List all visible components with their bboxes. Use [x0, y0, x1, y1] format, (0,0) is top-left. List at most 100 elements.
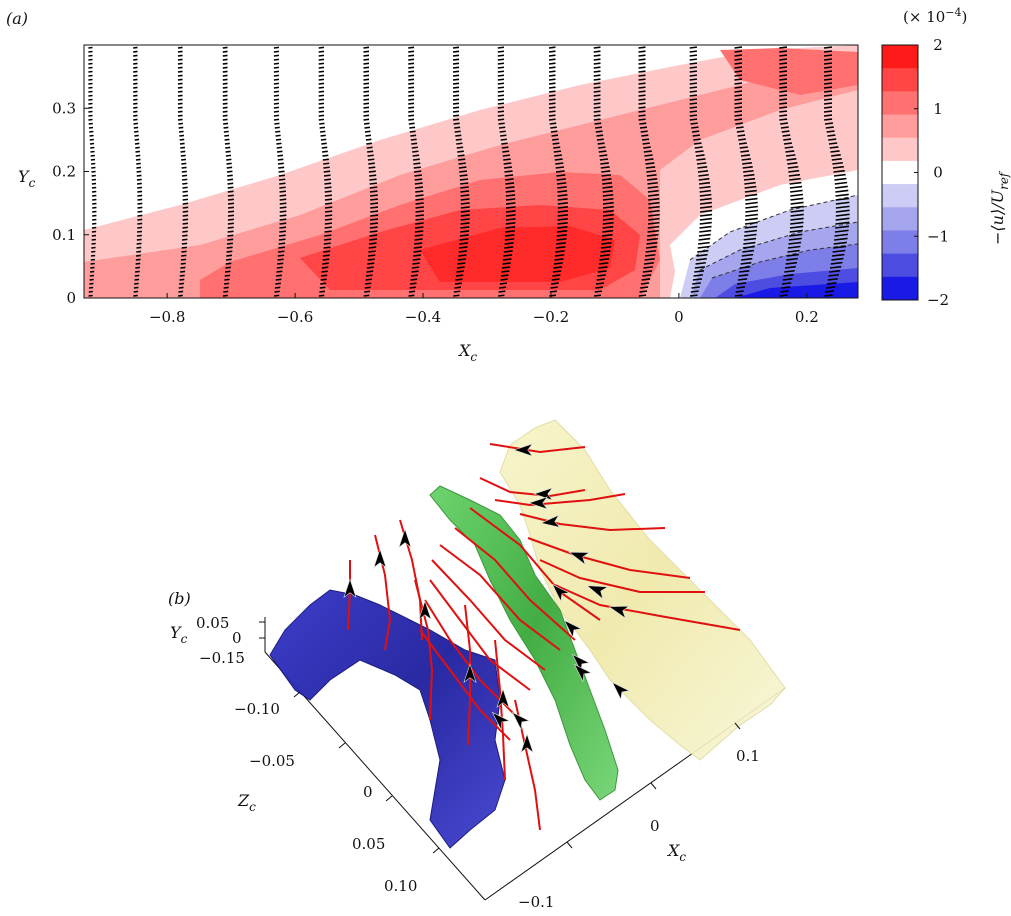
streamline-arrow [418, 600, 432, 621]
streamline-arrow [608, 605, 630, 619]
streamline [439, 544, 561, 651]
isosurface-negative [269, 589, 506, 849]
isosurface-positive [499, 419, 786, 761]
z-tick: 0.10 [384, 877, 417, 895]
streamline-arrow [528, 496, 549, 510]
streamline-arrow [511, 711, 531, 731]
colorbar-tick-label: 1 [933, 100, 943, 118]
x-tick-label: −0.2 [533, 308, 569, 326]
profile-station [222, 46, 235, 297]
streamlines [343, 443, 741, 831]
profile-station [273, 46, 287, 297]
colorbar-tick-label: −2 [927, 291, 949, 309]
colorbar-band [882, 160, 918, 185]
y-tick-label: 0.2 [52, 163, 76, 181]
profile-station [593, 46, 614, 297]
x-tick-label: −0.6 [277, 308, 313, 326]
streamline-arrow [463, 663, 477, 684]
colorbar-band [882, 230, 918, 255]
panel-b-xlabel: Xc [666, 841, 686, 864]
profile-station [318, 46, 333, 297]
streamline [554, 584, 741, 631]
streamline [429, 579, 531, 691]
streamline-arrow [571, 653, 591, 673]
x-tick-label: 0.2 [795, 308, 819, 326]
profile-station [363, 46, 379, 297]
panel-a-contours [84, 45, 858, 298]
streamline-arrow [373, 548, 387, 569]
profile-station [177, 46, 189, 297]
velocity-profiles [88, 46, 850, 297]
colorbar-tick-label: 2 [933, 36, 943, 54]
streamline-arrow [568, 551, 591, 566]
panel-a-label: (a) [6, 9, 28, 28]
profile-station [689, 46, 713, 297]
x-tick: 0 [650, 817, 660, 835]
streamline [527, 537, 691, 579]
panel-a-xlabel: Xc [457, 341, 477, 364]
z-tick: −0.05 [249, 752, 295, 770]
colorbar: 2 1 0 −1 −2 [881, 36, 949, 309]
streamline [414, 579, 434, 721]
profile-station [133, 46, 143, 297]
colorbar-band [882, 184, 918, 208]
z-tick: −0.15 [199, 649, 245, 667]
profile-station [88, 46, 97, 297]
profile-station [452, 46, 470, 297]
colorbar-band [882, 45, 918, 69]
panel-b-ylabel: Yc [170, 623, 188, 646]
panel-b-zlabel: Zc [237, 791, 256, 814]
y-tick: 0 [232, 629, 242, 647]
streamline-arrow [343, 578, 357, 599]
panel-a-ylabel: Yc [18, 167, 36, 190]
panel-b-tickmarks [259, 621, 741, 854]
streamline [494, 493, 626, 507]
colorbar-band [882, 91, 918, 116]
profile-station [779, 46, 804, 297]
z-tick: −0.10 [234, 700, 280, 718]
colorbar-band [882, 137, 918, 162]
profile-station [548, 46, 569, 297]
isosurface-zero [429, 485, 619, 801]
streamline-arrow [398, 528, 412, 549]
streamline [419, 629, 511, 741]
colorbar-tick-label: 0 [933, 164, 943, 182]
streamline [539, 559, 705, 593]
streamline [494, 639, 506, 781]
streamline-arrow [513, 443, 534, 457]
streamline-arrow [540, 514, 561, 528]
x-tick-label: −0.4 [405, 308, 441, 326]
y-tick: 0.05 [196, 614, 229, 632]
colorbar-label: −⟨u⟩/Uref [988, 170, 1011, 245]
streamline-arrow [496, 688, 510, 709]
x-tick-label: −0.8 [149, 308, 185, 326]
profile-station [408, 46, 425, 297]
streamline-arrow [573, 663, 593, 683]
colorbar-band [882, 68, 918, 92]
x-tick: 0.1 [736, 747, 760, 765]
profile-station [638, 46, 660, 297]
y-tick-label: 0.3 [52, 99, 76, 117]
z-tick: 0.05 [352, 835, 385, 853]
streamline-arrow [586, 585, 609, 600]
streamline-arrow [611, 681, 631, 701]
colorbar-tick-label: −1 [927, 227, 949, 245]
x-tick-label: 0 [674, 308, 684, 326]
streamline-arrow [551, 583, 571, 603]
colorbar-band [882, 114, 918, 139]
colorbar-scale-note: (× 10−4) [903, 6, 967, 26]
streamline [431, 559, 546, 671]
x-tick: −0.1 [518, 893, 554, 911]
panel-b-ticks: 0.05 0 −0.15 −0.10 −0.05 0 0.05 0.10 0.1… [196, 614, 760, 911]
colorbar-band [882, 253, 918, 278]
panel-b-label: (b) [168, 589, 191, 608]
colorbar-band [882, 276, 918, 301]
streamline [469, 507, 601, 621]
streamline-arrow [563, 619, 583, 639]
y-tick-label: 0.1 [52, 226, 76, 244]
y-tick-label: 0 [66, 289, 76, 307]
streamline [479, 477, 586, 498]
profile-station [734, 46, 759, 297]
streamline-arrow [520, 733, 534, 754]
